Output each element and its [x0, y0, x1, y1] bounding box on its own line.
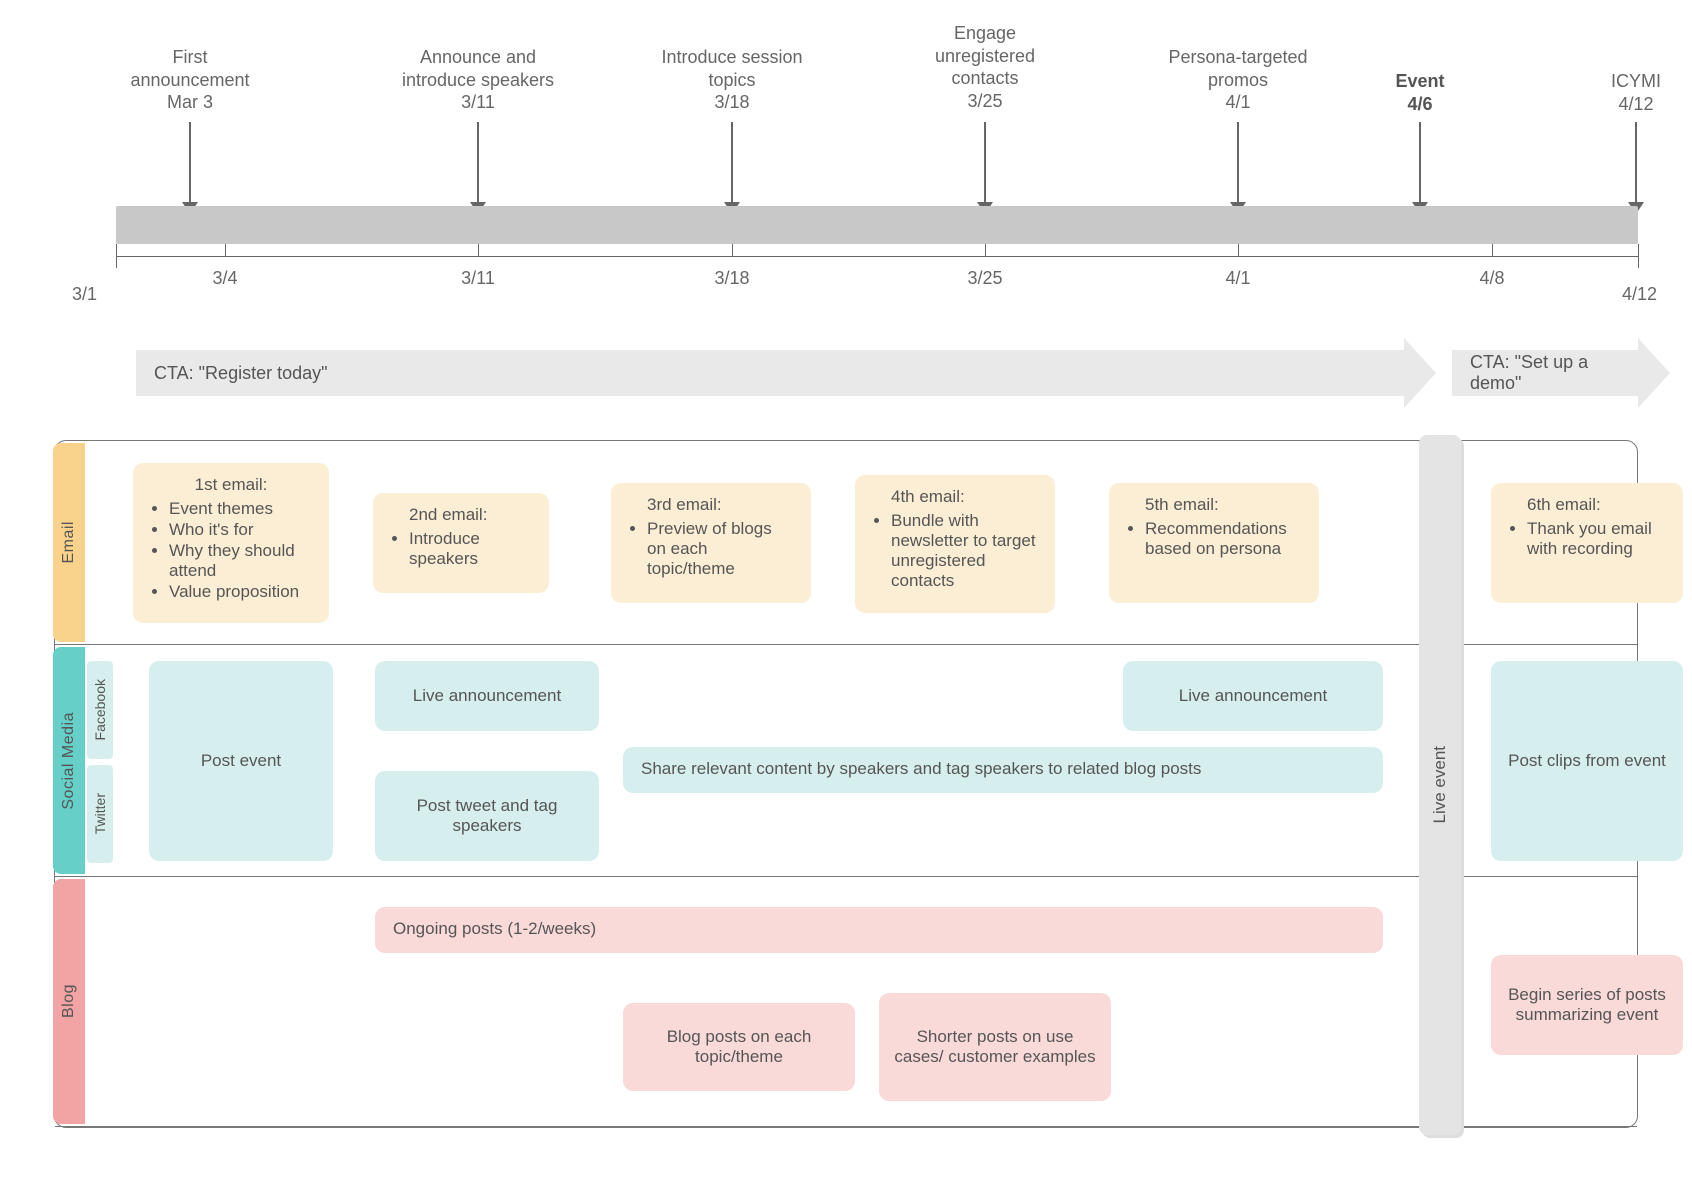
milestone-label: FirstannouncementMar 3: [130, 46, 249, 114]
card-title: 1st email:: [149, 475, 313, 495]
axis-start-label: 3/1: [72, 284, 97, 305]
social-subtab-label: Facebook: [92, 679, 108, 740]
milestone-label: Event4/6: [1395, 70, 1444, 115]
card-text: Ongoing posts (1-2/weeks): [393, 919, 596, 938]
milestone-arrow: [477, 122, 479, 204]
email-card: 6th email: Thank you email with recording: [1491, 483, 1683, 603]
axis-tick: [116, 244, 117, 268]
milestone-label: ICYMI4/12: [1611, 70, 1661, 115]
live-event-label: Live event: [1430, 746, 1450, 824]
milestone-arrow: [1237, 122, 1239, 204]
milestone-arrow: [189, 122, 191, 204]
arrow-right-icon: [1404, 338, 1436, 408]
card-title: 5th email:: [1125, 495, 1303, 515]
axis-tick: [732, 244, 733, 256]
milestones-row: FirstannouncementMar 3 Announce andintrod…: [0, 46, 1692, 206]
axis-tick: [985, 244, 986, 256]
milestone-arrow: [1635, 122, 1637, 204]
blog-card: Ongoing posts (1-2/weeks): [375, 907, 1383, 953]
axis-tick-label: 3/4: [212, 268, 237, 289]
lane-tab-social: Social Media: [53, 647, 85, 874]
timeline-axis-bar: [116, 206, 1638, 244]
card-item: Recommendations based on persona: [1145, 519, 1303, 559]
axis-tick-label: 4/8: [1479, 268, 1504, 289]
card-item: Event themes: [169, 499, 313, 519]
social-card: Share relevant content by speakers and t…: [623, 747, 1383, 793]
lane-label-social: Social Media: [60, 712, 78, 810]
lane-blog: Blog Ongoing posts (1-2/weeks) Blog posts…: [55, 877, 1637, 1127]
milestone-arrow: [984, 122, 986, 204]
cta-label: CTA: "Register today": [154, 363, 328, 384]
axis-tick-label: 4/1: [1225, 268, 1250, 289]
cta-demo-bar: CTA: "Set up a demo": [1452, 350, 1638, 396]
blog-card: Begin series of posts summarizing event: [1491, 955, 1683, 1055]
social-card: Post clips from event: [1491, 661, 1683, 861]
axis-tick-label: 3/25: [967, 268, 1002, 289]
card-text: Begin series of posts summarizing event: [1505, 985, 1669, 1025]
axis-end-label: 4/12: [1622, 284, 1657, 305]
cta-label: CTA: "Set up a demo": [1470, 352, 1638, 394]
lane-email: Email 1st email: Event themesWho it's for…: [55, 441, 1637, 645]
axis-tick: [225, 244, 226, 256]
milestone-arrow: [731, 122, 733, 204]
card-text: Post event: [201, 751, 281, 771]
card-text: Shorter posts on use cases/ customer exa…: [893, 1027, 1097, 1067]
social-subtab-twitter: Twitter: [87, 765, 113, 863]
axis-tick: [1238, 244, 1239, 256]
card-item: Thank you email with recording: [1527, 519, 1667, 559]
email-card: 4th email: Bundle with newsletter to targ…: [855, 475, 1055, 613]
email-card: 3rd email: Preview of blogs on each topic…: [611, 483, 811, 603]
lane-tab-blog: Blog: [53, 879, 85, 1124]
card-text: Live announcement: [1179, 686, 1327, 706]
live-event-bar: Live event: [1419, 435, 1461, 1135]
social-card: Live announcement: [1123, 661, 1383, 731]
axis-tick: [478, 244, 479, 256]
card-title: 6th email:: [1507, 495, 1667, 515]
axis-tick: [1492, 244, 1493, 256]
lane-label-blog: Blog: [60, 984, 78, 1018]
axis-tick-label: 3/11: [461, 268, 495, 289]
card-text: Post clips from event: [1508, 751, 1666, 771]
card-item: Introduce speakers: [409, 529, 533, 569]
blog-card: Blog posts on each topic/theme: [623, 1003, 855, 1091]
cta-register-bar: CTA: "Register today": [136, 350, 1404, 396]
lane-tab-email: Email: [53, 443, 85, 642]
card-text: Live announcement: [413, 686, 561, 706]
email-card: 2nd email: Introduce speakers: [373, 493, 549, 593]
social-card: Live announcement: [375, 661, 599, 731]
blog-card: Shorter posts on use cases/ customer exa…: [879, 993, 1111, 1101]
milestone-label: Engageunregisteredcontacts3/25: [935, 22, 1035, 112]
milestone-label: Introduce sessiontopics3/18: [661, 46, 802, 114]
timeline-axis-line: [116, 256, 1638, 257]
social-subtab-label: Twitter: [92, 793, 108, 834]
card-text: Blog posts on each topic/theme: [637, 1027, 841, 1067]
lane-label-email: Email: [60, 521, 78, 564]
milestone-label: Persona-targetedpromos4/1: [1168, 46, 1307, 114]
social-card: Post tweet and tag speakers: [375, 771, 599, 861]
axis-tick-label: 3/18: [714, 268, 749, 289]
card-item: Who it's for: [169, 520, 313, 540]
card-text: Share relevant content by speakers and t…: [641, 759, 1201, 778]
card-text: Post tweet and tag speakers: [389, 796, 585, 836]
email-card: 1st email: Event themesWho it's forWhy th…: [133, 463, 329, 623]
arrow-right-icon: [1638, 338, 1670, 408]
milestone-arrow: [1419, 122, 1421, 204]
social-card: Post event: [149, 661, 333, 861]
card-title: 4th email:: [871, 487, 1039, 507]
card-item: Value proposition: [169, 582, 313, 602]
card-item: Preview of blogs on each topic/theme: [647, 519, 795, 579]
card-title: 3rd email:: [627, 495, 795, 515]
swimlanes-container: Email 1st email: Event themesWho it's for…: [54, 440, 1638, 1128]
social-subtab-facebook: Facebook: [87, 661, 113, 759]
lane-social: Social Media Facebook Twitter Post event Li…: [55, 645, 1637, 877]
axis-tick: [1638, 244, 1639, 268]
email-card: 5th email: Recommendations based on perso…: [1109, 483, 1319, 603]
card-item: Why they should attend: [169, 541, 313, 581]
card-item: Bundle with newsletter to target unregis…: [891, 511, 1039, 591]
milestone-label: Announce andintroduce speakers3/11: [402, 46, 554, 114]
card-title: 2nd email:: [389, 505, 533, 525]
